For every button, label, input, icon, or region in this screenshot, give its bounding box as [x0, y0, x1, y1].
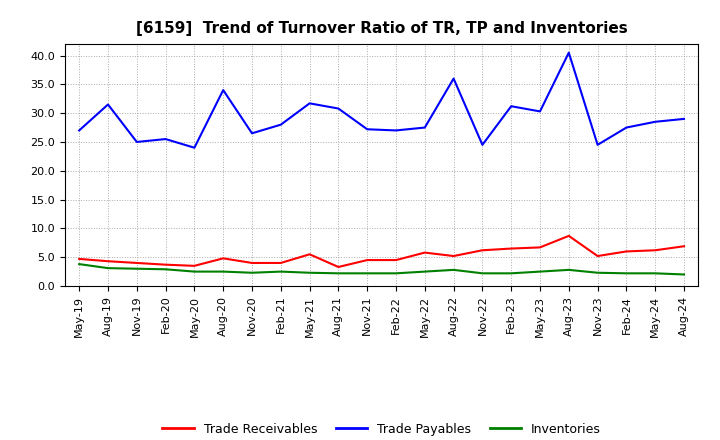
Legend: Trade Receivables, Trade Payables, Inventories: Trade Receivables, Trade Payables, Inven… — [157, 418, 606, 440]
Title: [6159]  Trend of Turnover Ratio of TR, TP and Inventories: [6159] Trend of Turnover Ratio of TR, TP… — [136, 21, 627, 36]
